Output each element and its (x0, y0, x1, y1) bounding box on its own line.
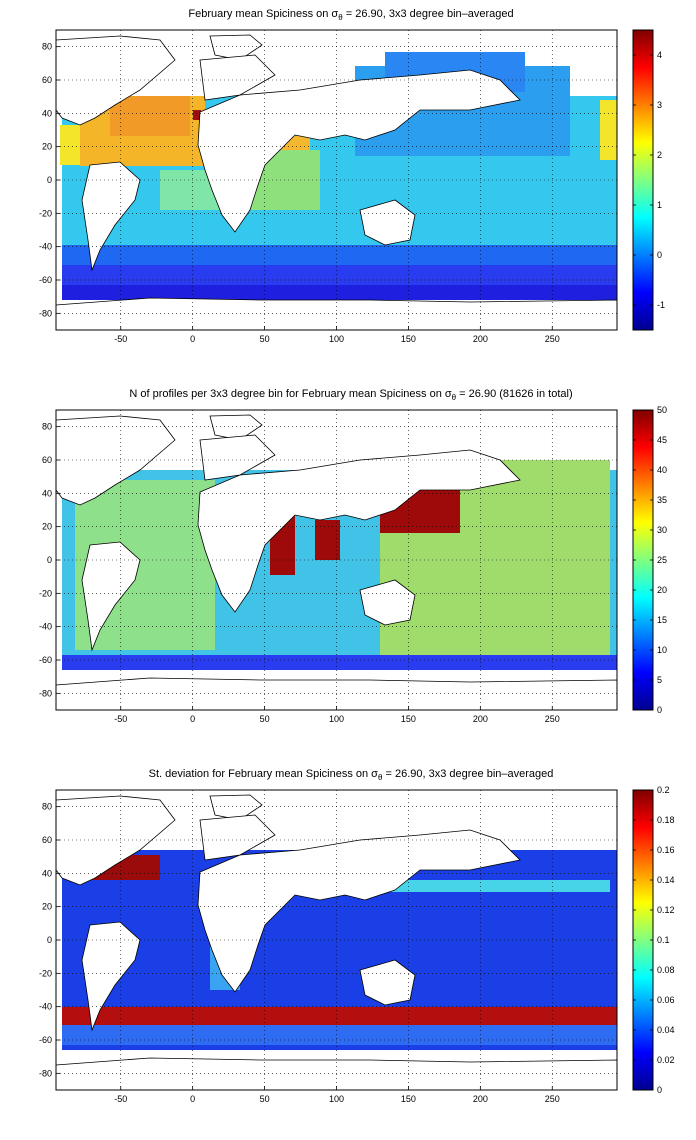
x-tick-label: -50 (114, 714, 127, 724)
panel-count: N of profiles per 3x3 degree bin for Feb… (55, 388, 654, 711)
colorbar-tick-label: 40 (657, 465, 667, 475)
colorbar-tick-label: 35 (657, 495, 667, 505)
panel-mean: February mean Spiciness on σθ = 26.90, 3… (55, 8, 654, 331)
x-tick-label: 100 (329, 334, 344, 344)
colorbar-tick-label: 30 (657, 525, 667, 535)
colorbar-tick-label: 5 (657, 675, 662, 685)
panel-std-title: St. deviation for February mean Spicines… (149, 768, 554, 782)
x-tick-label: 150 (401, 334, 416, 344)
x-tick-label: 0 (190, 1094, 195, 1104)
panel-std: St. deviation for February mean Spicines… (55, 768, 654, 1091)
x-tick-label: 0 (190, 334, 195, 344)
colorbar-tick-label: 1 (657, 200, 662, 210)
y-tick-label: -80 (39, 308, 52, 318)
y-tick-label: 40 (42, 488, 52, 498)
colorbar-tick-label: 0 (657, 705, 662, 715)
y-tick-label: 0 (47, 555, 52, 565)
south-america (81, 161, 141, 272)
y-tick-label: -40 (39, 1002, 52, 1012)
africa-eurasia (197, 69, 521, 233)
australia (359, 199, 416, 246)
x-tick-label: 50 (260, 334, 270, 344)
x-tick-label: 0 (190, 714, 195, 724)
y-tick-label: 20 (42, 142, 52, 152)
panel-std-colorbar-ticks: 0 0.02 0.04 0.06 0.08 0.1 0.12 0.14 0.16 0.18 0.2 (633, 785, 675, 1095)
y-tick-label: 80 (42, 422, 52, 432)
y-tick-label: 20 (42, 902, 52, 912)
colorbar-tick-label: 0.1 (657, 935, 670, 945)
colorbar-tick-label: 0.18 (657, 815, 675, 825)
colorbar-tick-label: 15 (657, 615, 667, 625)
y-tick-label: -20 (39, 208, 52, 218)
panel-mean-colorbar-ticks: -1 0 1 2 3 4 (633, 50, 665, 310)
colorbar-tick-label: 0.12 (657, 905, 675, 915)
colorbar-tick-label: 10 (657, 645, 667, 655)
colorbar-tick-label: 0.04 (657, 1025, 675, 1035)
y-tick-label: 20 (42, 522, 52, 532)
panel-mean-ocean-field (60, 52, 617, 300)
x-tick-label: 150 (401, 1094, 416, 1104)
panel-mean-axes: -50 0 50 100 150 200 250 -80 -60 -40 -20 0 20 40 60 80 (39, 30, 617, 344)
x-tick-label: 250 (545, 714, 560, 724)
x-tick-label: 200 (473, 714, 488, 724)
panel-mean-title: February mean Spiciness on σθ = 26.90, 3… (188, 8, 513, 22)
y-tick-label: -40 (39, 622, 52, 632)
panel-count-axes: -50 0 50 100 150 200 250 -80 -60 -40 -20 0 20 40 60 80 (39, 410, 617, 724)
colorbar-tick-label: 2 (657, 150, 662, 160)
x-tick-label: 50 (260, 1094, 270, 1104)
colorbar-tick-label: 0 (657, 250, 662, 260)
colorbar-tick-label: 3 (657, 100, 662, 110)
colorbar-tick-label: 25 (657, 555, 667, 565)
x-tick-label: -50 (114, 334, 127, 344)
panel-mean-land (55, 34, 618, 331)
panel-count-colorbar-ticks: 0 5 10 15 20 25 30 35 40 45 50 (633, 405, 667, 715)
x-tick-label: 200 (473, 334, 488, 344)
x-tick-label: 100 (329, 1094, 344, 1104)
panel-mean-colorbar (632, 29, 654, 331)
y-tick-label: -60 (39, 655, 52, 665)
y-tick-label: 40 (42, 108, 52, 118)
y-tick-label: -20 (39, 968, 52, 978)
x-tick-label: 100 (329, 714, 344, 724)
colorbar-tick-label: 0.06 (657, 995, 675, 1005)
colorbar-tick-label: 0 (657, 1085, 662, 1095)
y-tick-label: -20 (39, 588, 52, 598)
y-tick-label: -60 (39, 275, 52, 285)
colorbar-tick-label: 45 (657, 435, 667, 445)
x-tick-label: 150 (401, 714, 416, 724)
y-tick-label: 80 (42, 42, 52, 52)
colorbar-tick-label: 0.02 (657, 1055, 675, 1065)
colorbar-tick-label: 50 (657, 405, 667, 415)
x-tick-label: 250 (545, 334, 560, 344)
colorbar-tick-label: 0.08 (657, 965, 675, 975)
x-tick-label: 250 (545, 1094, 560, 1104)
y-tick-label: 60 (42, 455, 52, 465)
y-tick-label: -60 (39, 1035, 52, 1045)
y-tick-label: 0 (47, 175, 52, 185)
colorbar-tick-label: 0.16 (657, 845, 675, 855)
y-tick-label: 0 (47, 935, 52, 945)
greenland (209, 34, 263, 61)
panel-count-land (55, 414, 618, 711)
colorbar-tick-label: -1 (657, 300, 665, 310)
europe (199, 54, 276, 101)
panel-std-axes: -50 0 50 100 150 200 250 -80 -60 -40 -20 0 20 40 60 80 (39, 790, 617, 1104)
colorbar-tick-label: 0.14 (657, 875, 675, 885)
y-tick-label: -40 (39, 242, 52, 252)
y-tick-label: 60 (42, 835, 52, 845)
y-tick-label: 80 (42, 802, 52, 812)
y-tick-label: 40 (42, 868, 52, 878)
panel-count-title: N of profiles per 3x3 degree bin for Feb… (129, 388, 572, 402)
x-tick-label: -50 (114, 1094, 127, 1104)
colorbar-tick-label: 4 (657, 50, 662, 60)
colorbar-tick-label: 0.2 (657, 785, 670, 795)
y-tick-label: -80 (39, 1068, 52, 1078)
north-america (55, 35, 176, 126)
y-tick-label: -80 (39, 688, 52, 698)
x-tick-label: 200 (473, 1094, 488, 1104)
y-tick-label: 60 (42, 75, 52, 85)
colorbar-tick-label: 20 (657, 585, 667, 595)
x-tick-label: 50 (260, 714, 270, 724)
